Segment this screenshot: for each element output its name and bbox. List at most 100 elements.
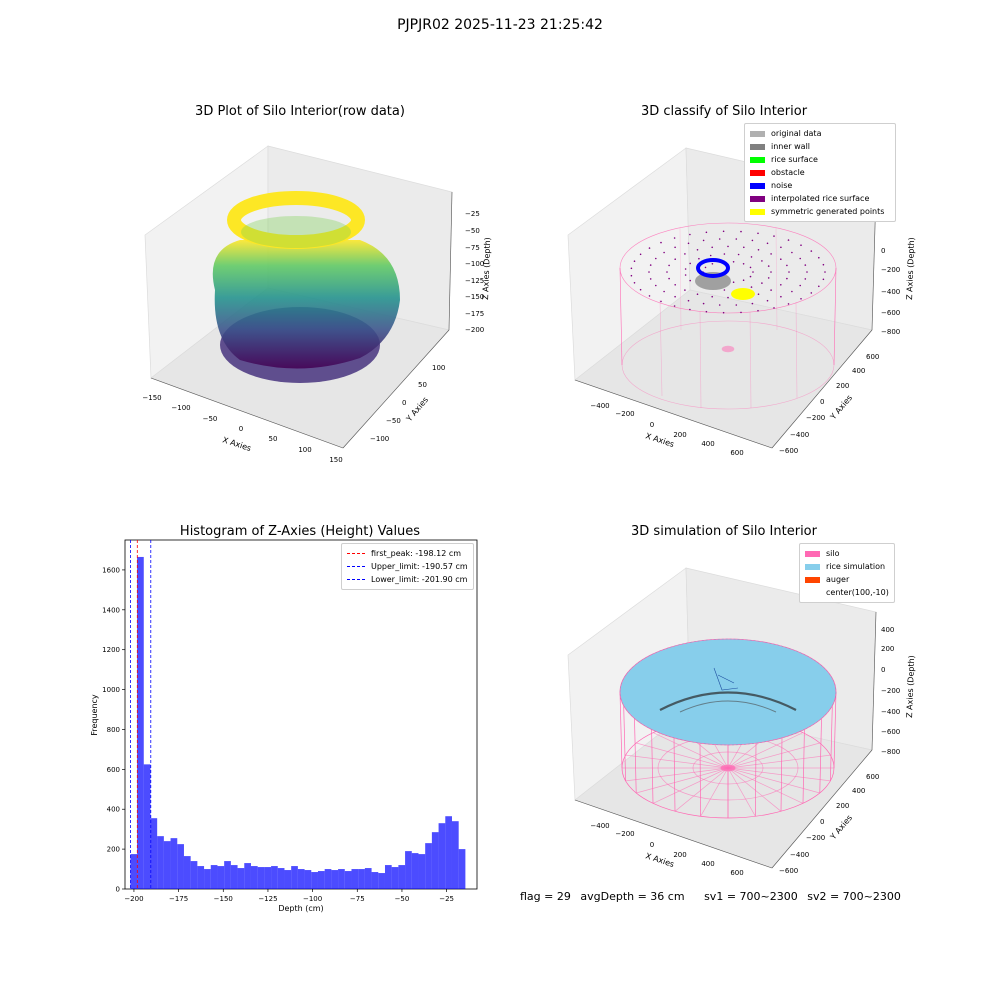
histogram-bar xyxy=(150,818,158,889)
histogram-bar xyxy=(271,866,278,889)
histogram-bar xyxy=(317,871,325,889)
interpolated-point xyxy=(633,260,636,263)
z-tick-label: −800 xyxy=(881,328,900,336)
silo-wall-line xyxy=(830,705,833,781)
interpolated-point xyxy=(696,293,699,296)
histogram-bar xyxy=(217,866,225,889)
legend-color-swatch xyxy=(750,156,765,163)
interpolated-point xyxy=(702,302,705,305)
interpolated-point xyxy=(663,251,665,254)
z-tick-label: 0 xyxy=(881,666,885,674)
interpolated-point xyxy=(689,262,691,265)
silo-wall-line xyxy=(699,743,701,817)
histogram-chart[interactable]: −200 −175 −150 −125 −100 −75 −50 −25 0 200 400 600 8… xyxy=(0,500,500,1000)
histogram-bar xyxy=(277,868,285,889)
z-tick-label: −200 xyxy=(465,326,484,334)
x-tick-label: −200 xyxy=(615,410,634,418)
histogram-bar xyxy=(324,869,332,889)
silo-spoke xyxy=(652,767,729,804)
histogram-bar xyxy=(451,821,459,889)
histogram-bar xyxy=(170,838,178,889)
interpolated-point xyxy=(648,295,651,297)
interpolated-point xyxy=(735,304,738,306)
interpolated-point xyxy=(804,264,807,266)
histogram-legend: first_peak: -198.12 cm Upper_limit: -190.… xyxy=(341,543,474,590)
avg-depth-value: avgDepth = 36 cm xyxy=(580,890,685,903)
legend-color-swatch xyxy=(805,550,820,557)
histogram-bar xyxy=(297,869,305,889)
legend-entry: obstacle xyxy=(750,166,890,179)
y-tick-label: −50 xyxy=(386,417,401,425)
z-tick-label: −400 xyxy=(881,708,900,716)
silo-wall-line xyxy=(623,705,626,781)
x-tick-label: 600 xyxy=(730,449,743,457)
interpolated-point xyxy=(757,232,759,235)
silo-spoke xyxy=(700,767,729,817)
y-tick-label: −600 xyxy=(779,867,798,875)
x-tick-label: −100 xyxy=(303,895,322,903)
x-tick-label: 200 xyxy=(673,431,686,439)
z-tick-label: −125 xyxy=(465,277,484,285)
interpolated-point xyxy=(709,254,712,257)
sv1-value: sv1 = 700~2300 xyxy=(704,890,798,903)
legend-entry: interpolated rice surface xyxy=(750,192,890,205)
legend-entry: original data xyxy=(750,127,890,140)
interpolated-point xyxy=(788,271,790,273)
histogram-frame xyxy=(124,539,478,890)
interpolated-point xyxy=(666,271,668,273)
raw-point-cloud xyxy=(212,191,400,383)
silo-wall-line xyxy=(819,718,822,794)
x-tick-label: −150 xyxy=(214,895,233,903)
interpolated-point xyxy=(750,286,753,288)
interpolated-point xyxy=(633,282,636,284)
raw-tick-labels: −150 −100 −50 0 50 100 150 −100 −50 0 50 100 −25 −50 −… xyxy=(142,210,484,464)
interpolated-point xyxy=(723,253,726,255)
histogram-bar xyxy=(445,816,452,889)
z-tick-label: −200 xyxy=(881,687,900,695)
interpolated-point xyxy=(655,284,657,287)
x-tick-label: 50 xyxy=(269,435,278,443)
raw-3d-plot[interactable]: −150 −100 −50 0 50 100 150 −100 −50 0 50 100 −25 −50 −… xyxy=(0,0,500,500)
interpolated-point xyxy=(723,289,726,291)
interpolated-point xyxy=(799,257,801,260)
legend-entry: first_peak: -198.12 cm xyxy=(347,547,468,560)
x-tick-label: 150 xyxy=(329,456,342,464)
legend-entry: rice simulation xyxy=(805,560,889,573)
histogram-bar xyxy=(438,823,446,889)
x-tick-label: 400 xyxy=(701,860,714,868)
silo-wall-line xyxy=(619,691,623,769)
z-tick-label: −600 xyxy=(881,309,900,317)
interpolated-point xyxy=(655,257,657,260)
silo-spoke xyxy=(727,767,804,804)
interpolated-point xyxy=(770,271,772,273)
histogram-bar xyxy=(398,865,406,889)
histogram-bar xyxy=(344,871,352,889)
histogram-tick-labels: −200 −175 −150 −125 −100 −75 −50 −25 0 200 400 600 8… xyxy=(102,566,454,903)
interpolated-point xyxy=(824,271,826,273)
legend-label: Upper_limit: -190.57 cm xyxy=(371,562,468,571)
histogram-bar xyxy=(358,869,365,889)
silo-spoke xyxy=(636,742,729,769)
legend-line-swatch xyxy=(347,579,365,580)
x-tick-label: 0 xyxy=(650,841,654,849)
histogram-bars xyxy=(130,556,466,889)
x-tick-label: −50 xyxy=(203,415,218,423)
interpolated-point xyxy=(780,284,782,286)
interpolated-point xyxy=(742,279,745,282)
y-tick-label: −100 xyxy=(370,435,389,443)
simulation-rice-surface xyxy=(619,638,837,746)
histogram-title: Histogram of Z-Axies (Height) Values xyxy=(179,524,421,539)
silo-spoke xyxy=(727,767,820,794)
silo-wall-line xyxy=(755,743,757,817)
interpolated-point xyxy=(742,263,745,265)
histogram-bar xyxy=(230,865,238,889)
silo-wall-line xyxy=(802,729,805,804)
x-tick-label: 0 xyxy=(239,425,243,433)
interpolated-point xyxy=(718,304,721,306)
histogram-bar xyxy=(338,869,345,889)
silo-spoke xyxy=(652,732,729,769)
legend-label: symmetric generated points xyxy=(771,207,885,216)
y-tick-label: 200 xyxy=(107,846,120,854)
